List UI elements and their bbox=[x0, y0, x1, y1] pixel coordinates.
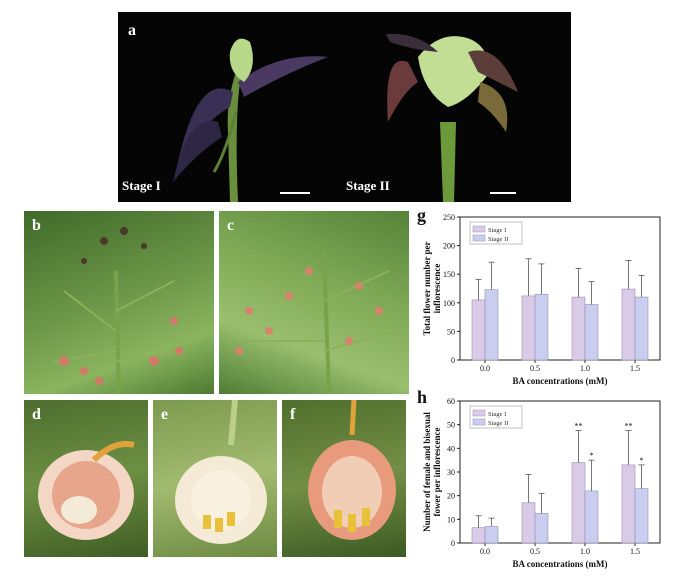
chart-g: 0 50 100 150 200 250 Total flower number per in… bbox=[422, 213, 661, 386]
bar bbox=[534, 513, 549, 544]
y-tick-label: 0 bbox=[451, 356, 455, 365]
y-tick-label: 40 bbox=[447, 444, 455, 453]
panel-label-e: e bbox=[161, 406, 169, 423]
panel-label-c: c bbox=[227, 217, 235, 234]
bar bbox=[484, 526, 499, 544]
legend-entry: Stage I bbox=[488, 227, 506, 234]
bar bbox=[634, 296, 649, 361]
legend-entry: Stage II bbox=[488, 236, 508, 243]
flower-illustration-f bbox=[308, 400, 396, 540]
y-tick-label: 0 bbox=[451, 539, 455, 548]
bar bbox=[584, 490, 599, 544]
bar bbox=[471, 299, 486, 361]
stage-label-right: Stage II bbox=[346, 178, 390, 193]
y-tick-label: 60 bbox=[447, 397, 455, 406]
x-axis-label: BA concentrations (mM) bbox=[513, 376, 608, 386]
significance-mark: * bbox=[640, 456, 644, 465]
inflorescence-illustration-b bbox=[53, 227, 185, 394]
legend-swatch bbox=[472, 418, 486, 426]
x-axis-label: BA concentrations (mM) bbox=[513, 559, 608, 569]
x-tick-label: 1.5 bbox=[630, 364, 640, 373]
x-tick-label: 1.0 bbox=[580, 364, 590, 373]
y-tick-label: 250 bbox=[443, 213, 455, 222]
panel-e-photo: e bbox=[153, 400, 277, 557]
panel-a-photo: a Stage I Stage II bbox=[118, 12, 571, 202]
bar bbox=[521, 502, 536, 544]
legend-swatch bbox=[472, 225, 486, 233]
panel-b-photo: b bbox=[24, 211, 214, 394]
panel-label-f: f bbox=[290, 406, 296, 423]
bar bbox=[571, 462, 586, 544]
x-tick-label: 1.5 bbox=[630, 547, 640, 556]
bar bbox=[584, 304, 599, 361]
y-tick-label: 20 bbox=[447, 492, 455, 501]
panel-d-photo: d bbox=[24, 400, 148, 557]
y-tick-label: 30 bbox=[447, 468, 455, 477]
legend-swatch bbox=[472, 409, 486, 417]
flower-illustration-d bbox=[38, 441, 135, 540]
bar bbox=[634, 488, 649, 544]
significance-mark: * bbox=[590, 451, 594, 460]
bar bbox=[621, 464, 636, 544]
bar bbox=[471, 527, 486, 544]
y-axis-label: Number of female and bisexual bbox=[422, 412, 432, 532]
x-tick-label: 1.0 bbox=[580, 547, 590, 556]
chart-h-container: 0 10 20 30 40 50 60 Number of female and bisexu… bbox=[415, 387, 680, 581]
plot-frame bbox=[459, 216, 661, 361]
stage-label-left: Stage I bbox=[122, 178, 161, 193]
y-axis-label: inflorescence bbox=[432, 264, 442, 314]
scale-bar-left bbox=[280, 192, 310, 194]
y-tick-label: 150 bbox=[443, 270, 455, 279]
legend-entry: Stage II bbox=[488, 420, 508, 427]
x-tick-label: 0.0 bbox=[480, 364, 490, 373]
y-axis-label: Total flower number per bbox=[422, 241, 432, 335]
chart-h: 0 10 20 30 40 50 60 Number of female and bisexu… bbox=[422, 397, 661, 569]
bar bbox=[571, 296, 586, 361]
x-tick-label: 0.0 bbox=[480, 547, 490, 556]
significance-mark: ** bbox=[625, 422, 633, 431]
y-tick-label: 50 bbox=[447, 421, 455, 430]
panel-c-photo: c bbox=[219, 211, 409, 394]
bar bbox=[534, 293, 549, 361]
y-tick-label: 10 bbox=[447, 515, 455, 524]
panel-label-b: b bbox=[32, 217, 41, 234]
flower-illustration-e bbox=[175, 400, 267, 544]
bar bbox=[484, 289, 499, 361]
shoot-illustration bbox=[173, 33, 518, 202]
scale-bar-right bbox=[490, 192, 516, 194]
x-tick-label: 0.5 bbox=[530, 364, 540, 373]
x-tick-label: 0.5 bbox=[530, 547, 540, 556]
y-tick-label: 200 bbox=[443, 242, 455, 251]
panel-label-d: d bbox=[32, 406, 41, 423]
y-axis-label: fower per inflorescence bbox=[432, 428, 442, 517]
bar bbox=[521, 295, 536, 361]
panel-label-a: a bbox=[128, 22, 136, 39]
chart-g-container: 0 50 100 150 200 250 Total flower number per in… bbox=[415, 205, 680, 390]
y-tick-label: 50 bbox=[447, 327, 455, 336]
significance-mark: ** bbox=[575, 422, 583, 431]
legend-swatch bbox=[472, 234, 486, 242]
bar bbox=[621, 288, 636, 361]
panel-label-h: h bbox=[417, 387, 428, 407]
legend-entry: Stage I bbox=[488, 411, 506, 418]
panel-label-g: g bbox=[417, 205, 426, 225]
y-tick-label: 100 bbox=[443, 299, 455, 308]
panel-f-photo: f bbox=[282, 400, 406, 557]
inflorescence-illustration-c bbox=[235, 250, 395, 394]
